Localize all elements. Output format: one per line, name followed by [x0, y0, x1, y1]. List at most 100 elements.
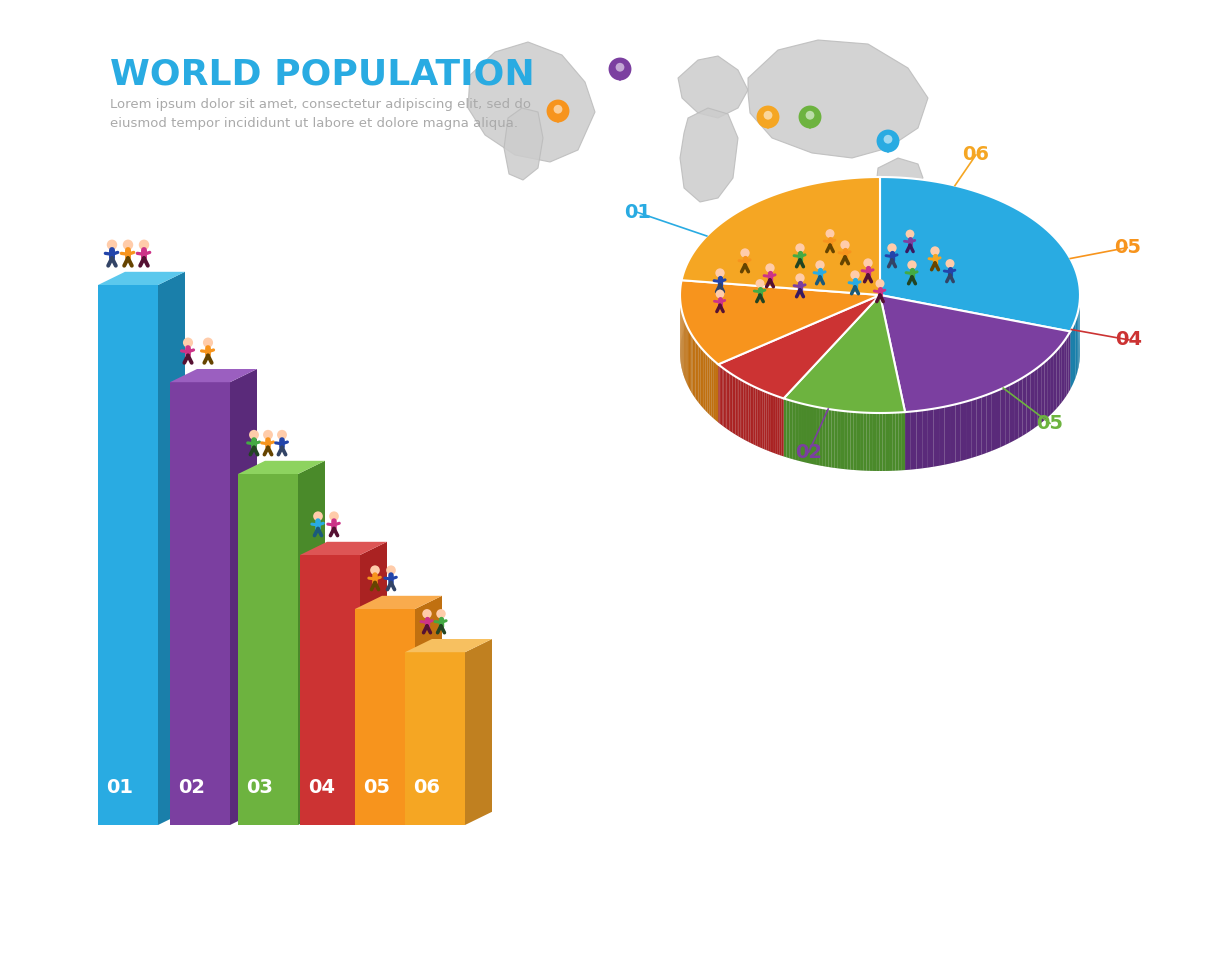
Circle shape	[864, 259, 872, 268]
Circle shape	[887, 243, 897, 253]
Polygon shape	[848, 412, 850, 469]
Polygon shape	[801, 404, 804, 463]
Circle shape	[740, 248, 750, 258]
Polygon shape	[1047, 357, 1051, 417]
Polygon shape	[748, 40, 929, 158]
Polygon shape	[690, 332, 691, 392]
Circle shape	[757, 106, 779, 128]
Polygon shape	[712, 359, 714, 418]
Polygon shape	[1057, 347, 1060, 409]
Polygon shape	[238, 474, 298, 825]
Polygon shape	[960, 402, 967, 461]
Polygon shape	[698, 345, 701, 405]
Polygon shape	[680, 280, 880, 365]
Polygon shape	[298, 461, 325, 825]
Text: 01: 01	[107, 778, 134, 797]
Polygon shape	[940, 407, 944, 466]
Circle shape	[436, 609, 446, 618]
Polygon shape	[784, 295, 905, 413]
Polygon shape	[886, 413, 889, 471]
Polygon shape	[355, 596, 442, 609]
Polygon shape	[695, 338, 696, 399]
Polygon shape	[747, 383, 748, 442]
Polygon shape	[681, 177, 880, 295]
Polygon shape	[840, 411, 844, 469]
Polygon shape	[1051, 354, 1054, 415]
Polygon shape	[1045, 360, 1047, 420]
Polygon shape	[708, 355, 709, 415]
Polygon shape	[834, 410, 838, 468]
Polygon shape	[775, 396, 778, 455]
Polygon shape	[797, 403, 801, 462]
Polygon shape	[1030, 370, 1034, 431]
Text: WORLD POPULATION: WORLD POPULATION	[110, 58, 535, 92]
Circle shape	[930, 246, 940, 256]
Text: 03: 03	[246, 778, 273, 797]
Polygon shape	[854, 412, 856, 470]
Polygon shape	[1034, 368, 1038, 428]
Polygon shape	[981, 395, 986, 455]
Polygon shape	[816, 407, 820, 466]
Polygon shape	[880, 177, 1080, 331]
Polygon shape	[1068, 331, 1071, 393]
Polygon shape	[170, 382, 230, 825]
Polygon shape	[719, 366, 720, 424]
Polygon shape	[745, 382, 747, 441]
Polygon shape	[956, 403, 960, 463]
Polygon shape	[503, 108, 543, 180]
Circle shape	[850, 270, 860, 279]
Polygon shape	[889, 413, 892, 470]
Polygon shape	[832, 410, 834, 467]
Polygon shape	[895, 413, 899, 470]
Polygon shape	[760, 121, 777, 129]
Circle shape	[277, 430, 287, 440]
Polygon shape	[230, 369, 257, 825]
Polygon shape	[720, 367, 723, 425]
Polygon shape	[927, 409, 933, 467]
Circle shape	[546, 100, 570, 122]
Circle shape	[122, 239, 134, 250]
Polygon shape	[733, 374, 734, 433]
Polygon shape	[838, 411, 840, 468]
Polygon shape	[1060, 344, 1062, 406]
Polygon shape	[466, 639, 492, 825]
Ellipse shape	[680, 235, 1080, 471]
Polygon shape	[680, 108, 737, 202]
Polygon shape	[880, 295, 1071, 412]
Polygon shape	[718, 295, 880, 399]
Polygon shape	[864, 413, 866, 470]
Circle shape	[763, 111, 773, 120]
Polygon shape	[1023, 375, 1027, 436]
Polygon shape	[986, 393, 991, 453]
Polygon shape	[742, 380, 744, 439]
Polygon shape	[300, 555, 360, 825]
Circle shape	[877, 129, 899, 153]
Polygon shape	[778, 397, 780, 455]
Circle shape	[826, 229, 834, 238]
Polygon shape	[902, 412, 905, 470]
Polygon shape	[1076, 315, 1077, 378]
Polygon shape	[704, 351, 706, 411]
Circle shape	[386, 565, 396, 575]
Polygon shape	[405, 639, 492, 653]
Polygon shape	[991, 391, 996, 451]
Circle shape	[616, 63, 625, 72]
Circle shape	[946, 259, 954, 269]
Polygon shape	[739, 378, 740, 437]
Polygon shape	[158, 271, 185, 825]
Polygon shape	[971, 399, 976, 458]
Polygon shape	[1038, 365, 1041, 425]
Polygon shape	[724, 368, 725, 427]
Polygon shape	[611, 73, 628, 81]
Polygon shape	[1065, 338, 1066, 399]
Polygon shape	[820, 408, 822, 466]
Polygon shape	[1014, 380, 1018, 441]
Polygon shape	[238, 461, 325, 474]
Polygon shape	[729, 372, 731, 431]
Polygon shape	[170, 369, 257, 382]
Polygon shape	[756, 387, 757, 446]
Text: 04: 04	[307, 778, 334, 797]
Circle shape	[795, 243, 805, 253]
Polygon shape	[795, 402, 797, 461]
Polygon shape	[468, 42, 595, 162]
